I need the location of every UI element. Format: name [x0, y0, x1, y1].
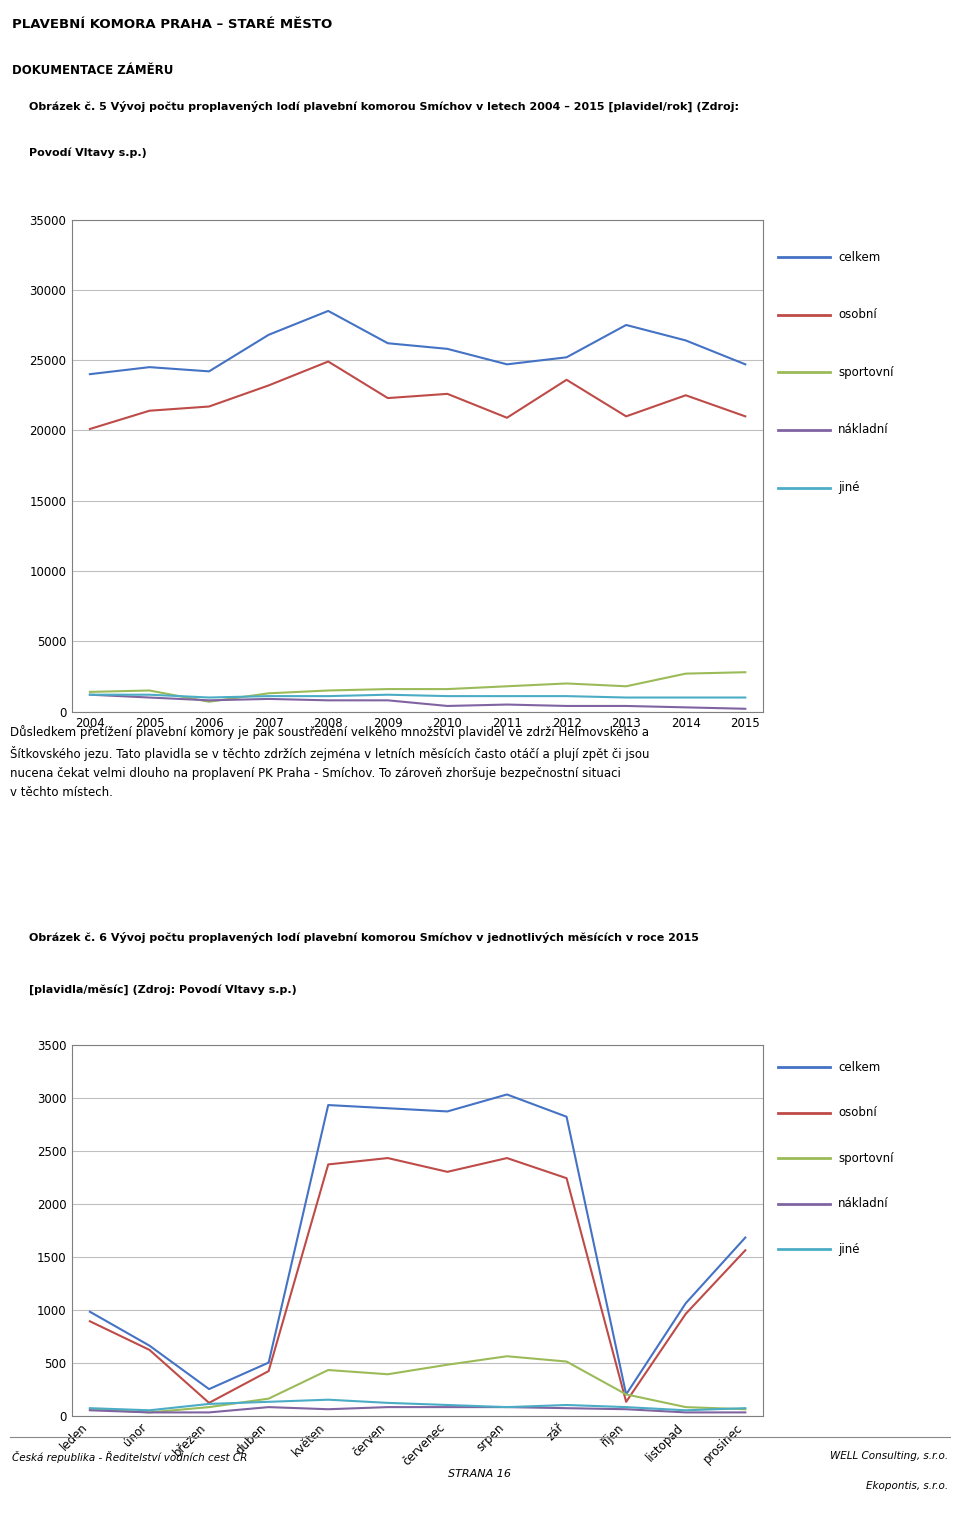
Text: celkem: celkem: [838, 251, 880, 263]
Text: Ekopontis, s.r.o.: Ekopontis, s.r.o.: [866, 1481, 948, 1491]
Text: Česká republika - Ředitelství vodních cest ČR: Česká republika - Ředitelství vodních ce…: [12, 1450, 247, 1463]
Text: osobní: osobní: [838, 309, 876, 321]
Text: osobní: osobní: [838, 1107, 876, 1119]
Text: WELL Consulting, s.r.o.: WELL Consulting, s.r.o.: [830, 1450, 948, 1461]
Text: sportovní: sportovní: [838, 1152, 894, 1164]
Text: Obrázek č. 5 Vývoj počtu proplavených lodí plavební komorou Smíchov v letech 200: Obrázek č. 5 Vývoj počtu proplavených lo…: [29, 101, 739, 112]
Text: STRANA 16: STRANA 16: [448, 1470, 512, 1479]
Text: jiné: jiné: [838, 1243, 859, 1255]
Text: sportovní: sportovní: [838, 366, 894, 378]
Text: nákladní: nákladní: [838, 424, 889, 436]
Text: Důsledkem přetížení plavební komory je pak soustředění velkého množství plavidel: Důsledkem přetížení plavební komory je p…: [10, 725, 649, 799]
Text: celkem: celkem: [838, 1061, 880, 1073]
Text: Povodí Vltavy s.p.): Povodí Vltavy s.p.): [29, 148, 147, 157]
Text: [plavidla/měsíc] (Zdroj: Povodí Vltavy s.p.): [plavidla/měsíc] (Zdroj: Povodí Vltavy s…: [29, 984, 297, 995]
Text: Obrázek č. 6 Vývoj počtu proplavených lodí plavební komorou Smíchov v jednotlivý: Obrázek č. 6 Vývoj počtu proplavených lo…: [29, 933, 699, 943]
Text: jiné: jiné: [838, 481, 859, 494]
Text: PLAVEBNÍ KOMORA PRAHA – STARÉ MĚSTO: PLAVEBNÍ KOMORA PRAHA – STARÉ MĚSTO: [12, 18, 332, 32]
Text: nákladní: nákladní: [838, 1198, 889, 1210]
Text: DOKUMENTACE ZÁMĚRU: DOKUMENTACE ZÁMĚRU: [12, 64, 173, 77]
